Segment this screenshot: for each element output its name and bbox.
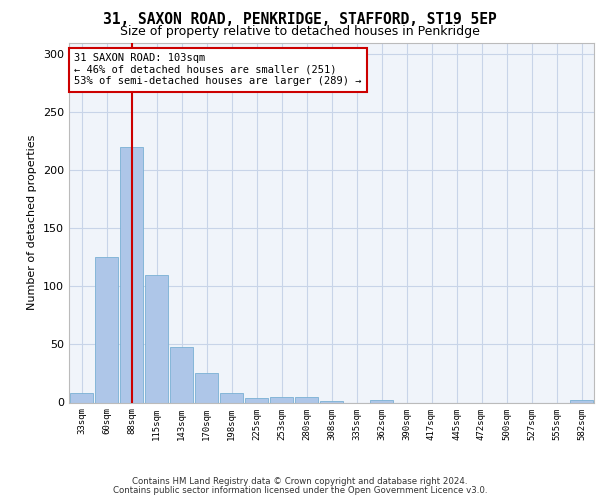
Text: 31, SAXON ROAD, PENKRIDGE, STAFFORD, ST19 5EP: 31, SAXON ROAD, PENKRIDGE, STAFFORD, ST1… [103,12,497,28]
Bar [70,393,93,402]
Bar [170,347,193,403]
Bar [95,258,118,402]
Text: Contains public sector information licensed under the Open Government Licence v3: Contains public sector information licen… [113,486,487,495]
Bar [195,374,218,402]
Bar [220,393,243,402]
Bar [270,396,293,402]
Bar [570,400,593,402]
Bar [245,398,268,402]
Text: Contains HM Land Registry data © Crown copyright and database right 2024.: Contains HM Land Registry data © Crown c… [132,477,468,486]
Bar [370,400,393,402]
Text: Size of property relative to detached houses in Penkridge: Size of property relative to detached ho… [120,25,480,38]
Bar [145,275,168,402]
Text: 31 SAXON ROAD: 103sqm
← 46% of detached houses are smaller (251)
53% of semi-det: 31 SAXON ROAD: 103sqm ← 46% of detached … [74,54,362,86]
Bar [295,396,318,402]
Y-axis label: Number of detached properties: Number of detached properties [28,135,37,310]
Bar [120,147,143,403]
